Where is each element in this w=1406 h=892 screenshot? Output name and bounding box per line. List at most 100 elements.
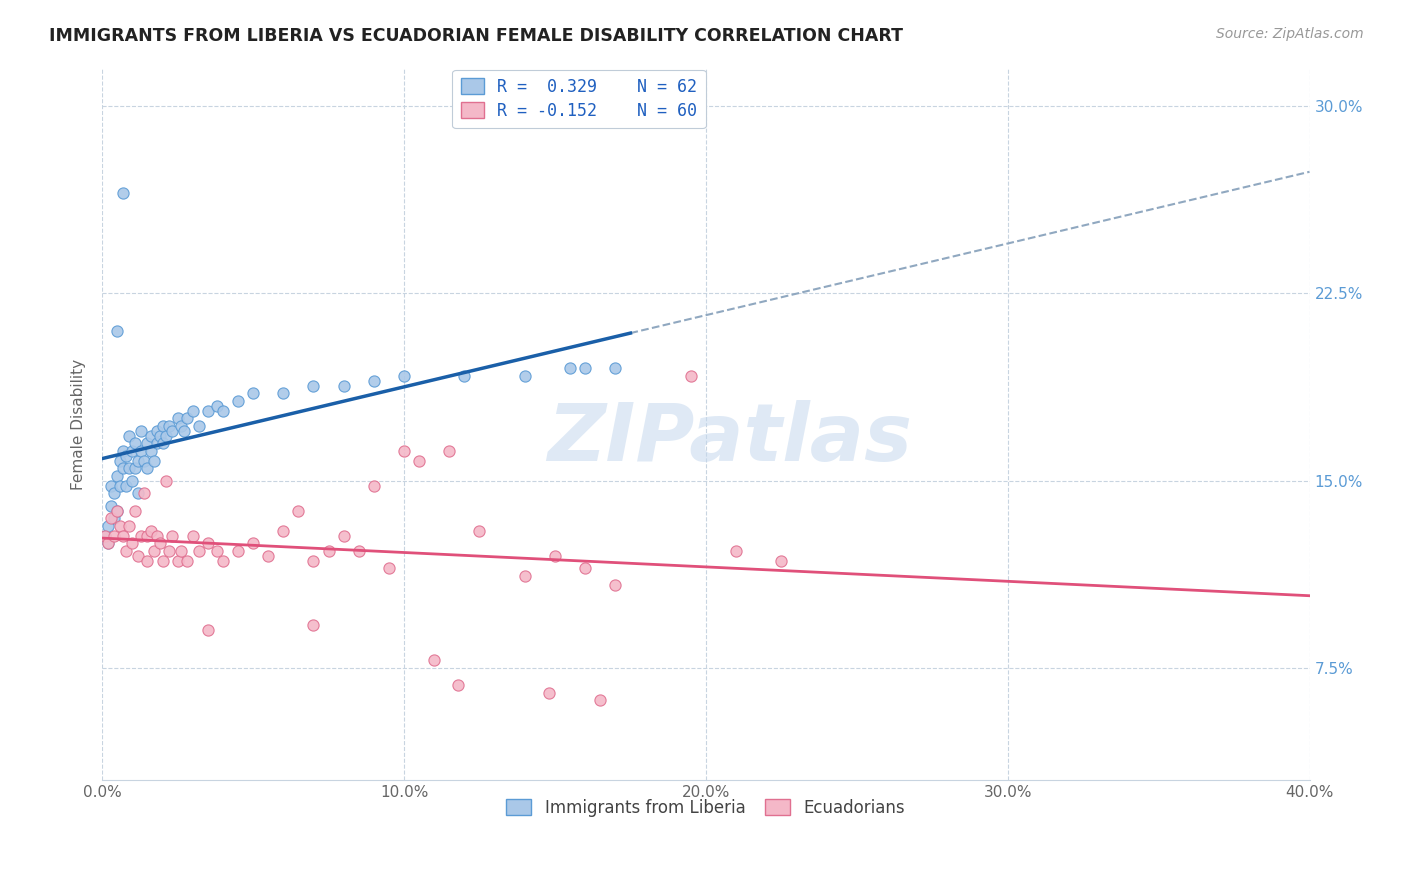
Point [513,568,536,582]
Point [115,543,138,558]
Point [605,361,627,376]
Point [574,361,596,376]
Point [212,553,235,567]
Point [170,418,193,433]
Point [100,478,122,492]
Point [136,461,159,475]
Point [131,424,153,438]
Point [181,403,204,417]
Point [118,461,141,475]
Point [152,553,174,567]
Point [197,624,219,638]
Point [166,411,188,425]
Point [121,474,143,488]
Point [589,693,612,707]
Point [574,561,596,575]
Point [176,553,198,567]
Point [725,543,748,558]
Point [242,536,264,550]
Point [513,368,536,383]
Point [197,403,219,417]
Point [423,653,446,667]
Point [176,411,198,425]
Point [97,536,120,550]
Point [302,378,325,392]
Point [145,528,167,542]
Point [187,543,209,558]
Point [770,553,793,567]
Point [332,378,354,392]
Point [139,428,162,442]
Point [136,436,159,450]
Point [145,436,167,450]
Point [332,528,354,542]
Point [105,324,128,338]
Point [181,528,204,542]
Point [160,424,183,438]
Point [392,368,415,383]
Point [205,399,228,413]
Point [100,499,122,513]
Point [318,543,340,558]
Point [271,386,294,401]
Point [363,374,385,388]
Point [134,453,156,467]
Point [131,443,153,458]
Point [439,443,461,458]
Point [468,524,491,538]
Point [121,536,143,550]
Point [605,578,627,592]
Point [105,468,128,483]
Point [139,524,162,538]
Point [127,549,149,563]
Point [145,424,167,438]
Point [124,503,146,517]
Point [408,453,430,467]
Point [197,536,219,550]
Point [139,443,162,458]
Point [558,361,581,376]
Point [94,528,117,542]
Point [127,453,149,467]
Point [155,428,177,442]
Point [112,528,135,542]
Text: Source: ZipAtlas.com: Source: ZipAtlas.com [1216,27,1364,41]
Point [302,553,325,567]
Legend: Immigrants from Liberia, Ecuadorians: Immigrants from Liberia, Ecuadorians [498,790,914,825]
Point [392,443,415,458]
Point [105,503,128,517]
Point [100,511,122,525]
Point [103,528,125,542]
Point [110,478,132,492]
Point [173,424,195,438]
Point [212,403,235,417]
Point [97,536,120,550]
Point [142,453,165,467]
Point [103,511,125,525]
Point [157,543,180,558]
Point [105,503,128,517]
Point [170,543,193,558]
Point [544,549,567,563]
Point [363,478,385,492]
Point [378,561,401,575]
Point [134,486,156,500]
Point [226,393,249,408]
Point [110,518,132,533]
Point [160,528,183,542]
Point [148,536,170,550]
Point [112,186,135,201]
Point [118,428,141,442]
Point [136,553,159,567]
Point [131,528,153,542]
Point [157,418,180,433]
Point [121,443,143,458]
Text: IMMIGRANTS FROM LIBERIA VS ECUADORIAN FEMALE DISABILITY CORRELATION CHART: IMMIGRANTS FROM LIBERIA VS ECUADORIAN FE… [49,27,903,45]
Point [537,686,560,700]
Point [142,543,165,558]
Point [347,543,370,558]
Point [115,449,138,463]
Point [136,528,159,542]
Point [124,436,146,450]
Point [127,486,149,500]
